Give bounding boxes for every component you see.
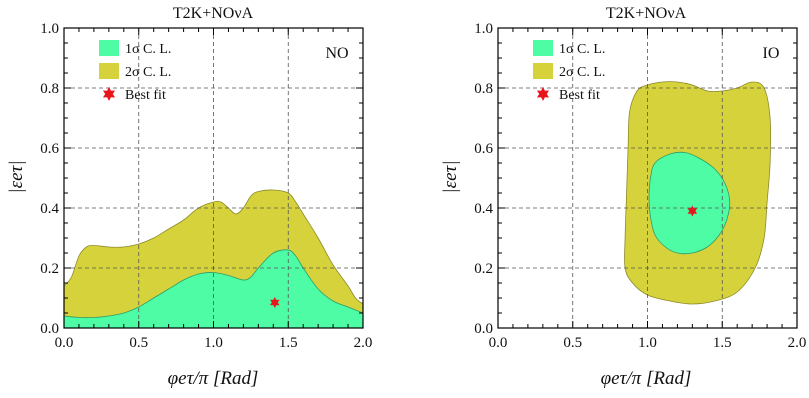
- y-tick-label: 0.4: [474, 201, 493, 217]
- y-tick-label: 0.8: [40, 81, 59, 97]
- plot-area: 0.0 0.5 1.0 1.5 2.0 0.0 0.2 0.4 0.6 0.8 1.0 IO 1σ C.…: [474, 21, 806, 351]
- y-axis-label: |εeτ|: [6, 160, 27, 193]
- best-fit-marker: [687, 205, 698, 217]
- legend-swatch-1sigma: [533, 40, 553, 56]
- legend-marker-best-fit: [102, 87, 116, 101]
- y-tick-label: 0.6: [474, 141, 493, 157]
- x-tick-label: 0.0: [489, 335, 508, 351]
- x-tick-label: 2.0: [354, 335, 373, 351]
- legend-swatch-2sigma: [533, 63, 553, 79]
- legend-swatch-2sigma: [99, 63, 119, 79]
- x-axis-label: φeτ/π [Rad]: [168, 368, 259, 389]
- legend: 1σ C. L. 2σ C. L. Best fit: [533, 40, 605, 103]
- y-tick-label: 1.0: [474, 21, 493, 37]
- legend-label-2sigma: 2σ C. L.: [559, 65, 605, 80]
- y-tick-label: 0.2: [40, 261, 59, 277]
- legend-label-2sigma: 2σ C. L.: [125, 65, 171, 80]
- x-tick-label: 1.5: [279, 335, 298, 351]
- y-tick-label: 1.0: [40, 21, 59, 37]
- y-tick-label: 0.0: [474, 321, 493, 337]
- x-tick-label: 2.0: [788, 335, 807, 351]
- x-axis-label: φeτ/π [Rad]: [601, 368, 692, 389]
- ordering-tag: NO: [325, 45, 348, 62]
- legend-marker-best-fit: [536, 87, 550, 101]
- x-tick-label: 1.5: [713, 335, 732, 351]
- x-tick-label: 0.0: [55, 335, 74, 351]
- y-tick-label: 0.6: [40, 141, 59, 157]
- x-tick-label: 1.0: [204, 335, 223, 351]
- panel-inverted-ordering: T2K+NOνA 0.0 0.5 1.0 1.5 2.0 0.0 0.2 0.4 0.6 0.8 1…: [440, 5, 806, 389]
- legend-label-best-fit: Best fit: [559, 88, 600, 103]
- y-axis-label: |εeτ|: [440, 160, 461, 193]
- legend-label-best-fit: Best fit: [125, 88, 166, 103]
- x-tick-label: 1.0: [638, 335, 657, 351]
- best-fit-marker: [270, 297, 280, 308]
- legend-swatch-1sigma: [99, 40, 119, 56]
- y-tick-label: 0.2: [474, 261, 493, 277]
- plot-area: 0.0 0.5 1.0 1.5 2.0 0.0 0.2 0.4 0.6 0.8 1.0 NO 1σ C.…: [40, 21, 372, 351]
- legend-label-1sigma: 1σ C. L.: [125, 42, 171, 57]
- legend: 1σ C. L. 2σ C. L. Best fit: [99, 40, 171, 103]
- ordering-tag: IO: [763, 45, 780, 62]
- plot-frame: [63, 27, 364, 329]
- panel-title: T2K+NOνA: [606, 5, 687, 22]
- x-tick-label: 0.5: [563, 335, 582, 351]
- y-tick-label: 0.4: [40, 201, 59, 217]
- panel-title: T2K+NOνA: [173, 5, 254, 22]
- x-tick-label: 0.5: [129, 335, 148, 351]
- panel-normal-ordering: T2K+NOνA 0.0 0.5 1.0 1.5 2.0 0.0 0.2 0.4 0.6 0.8 1…: [6, 5, 372, 389]
- contour-1sigma-region: [648, 151, 731, 255]
- plot-frame: [497, 27, 798, 329]
- y-tick-label: 0.8: [474, 81, 493, 97]
- legend-label-1sigma: 1σ C. L.: [559, 42, 605, 57]
- y-tick-label: 0.0: [40, 321, 59, 337]
